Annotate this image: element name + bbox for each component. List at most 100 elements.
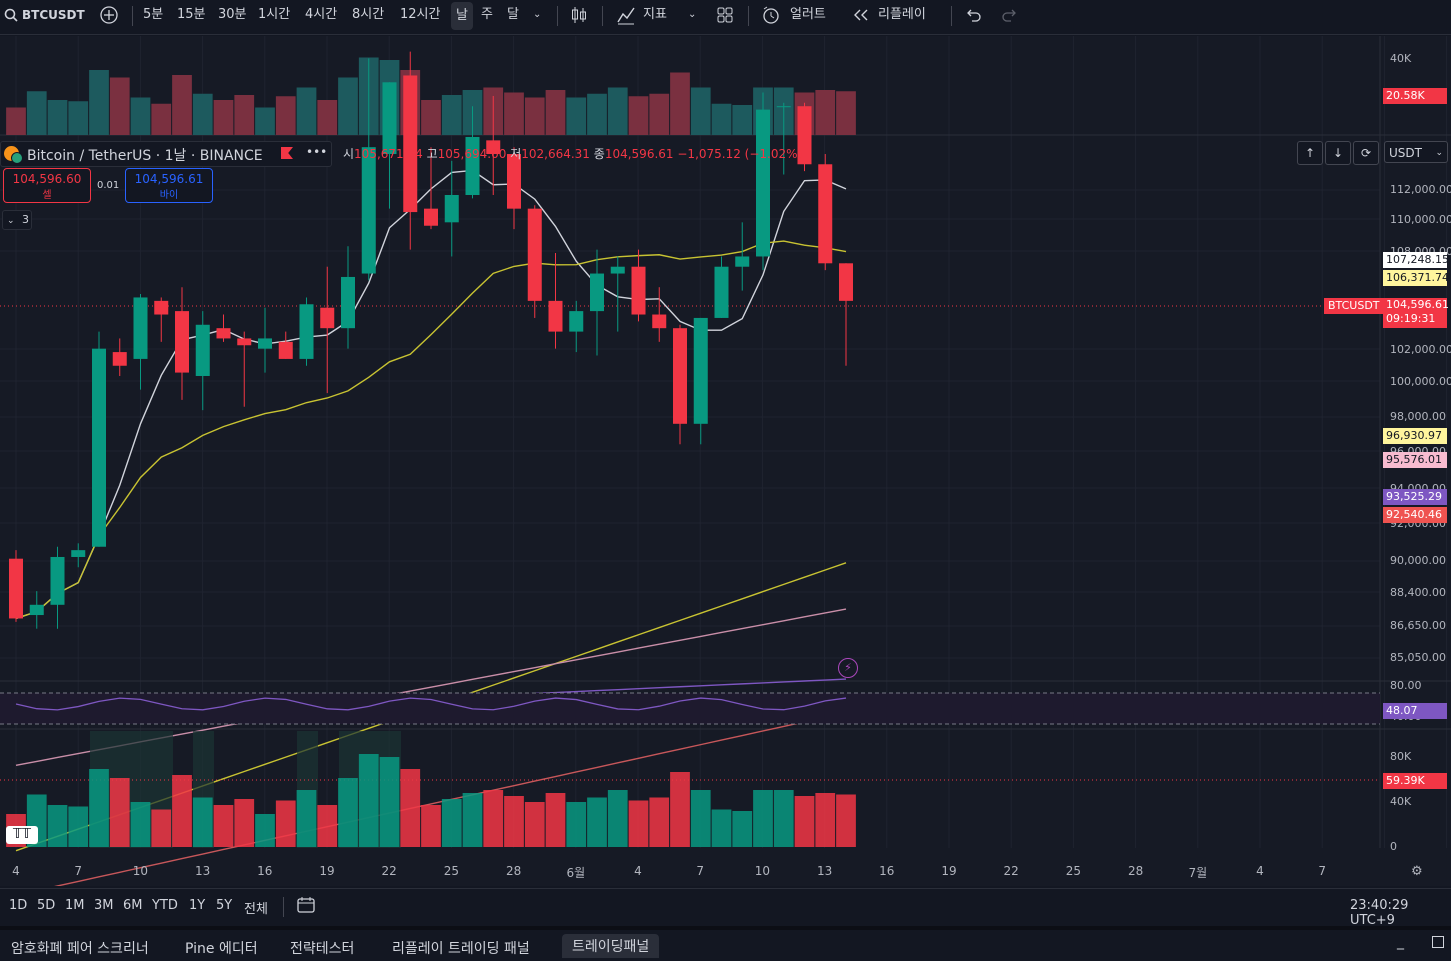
time-axis-label: 16 <box>257 864 273 878</box>
top-volume-bar <box>68 101 89 135</box>
price-axis-label: 100,000.00 <box>1390 375 1451 388</box>
top-volume-bar <box>566 97 587 135</box>
tab-strategy-tester[interactable]: 전략테스터 <box>290 941 355 957</box>
range-3m[interactable]: 3M <box>94 898 114 913</box>
layouts-grid-icon[interactable] <box>716 0 734 30</box>
range-5d[interactable]: 5D <box>37 898 56 913</box>
scroll-up-icon[interactable]: ↑ <box>1297 141 1323 165</box>
candle-type-icon[interactable] <box>570 0 588 30</box>
ma-yellow-tag: 106,371.74 <box>1383 270 1449 286</box>
candle-body <box>50 556 65 605</box>
tab-pine-editor[interactable]: Pine 에디터 <box>185 941 258 957</box>
volume-bar <box>296 790 317 847</box>
range-1m[interactable]: 1M <box>65 898 85 913</box>
tab-crypto-screener[interactable]: 암호화폐 페어 스크리너 <box>11 941 149 957</box>
redo-icon[interactable] <box>1001 0 1019 30</box>
interval-8h[interactable]: 8시간 <box>352 7 385 22</box>
replay-icon[interactable] <box>852 0 870 30</box>
interval-1d[interactable]: 날 <box>451 2 473 30</box>
currency-select[interactable]: USDT ⌄ <box>1384 141 1448 163</box>
volume-label-40k: 40K <box>1390 795 1412 808</box>
interval-chevron-down-icon[interactable]: ⌄ <box>533 9 542 20</box>
volume-bar <box>628 800 649 847</box>
range-5y[interactable]: 5Y <box>216 898 233 913</box>
time-axis-label: 7월 <box>1188 866 1208 880</box>
minimize-icon[interactable]: _ <box>1397 934 1404 950</box>
replay-button[interactable]: 리플레이 <box>878 7 926 22</box>
search-icon[interactable] <box>4 0 18 30</box>
range-bar: 1D 5D 1M 3M 6M YTD 1Y 5Y 전체 23:40:29 UTC… <box>0 888 1451 928</box>
interval-30m[interactable]: 30분 <box>218 7 247 22</box>
range-1y[interactable]: 1Y <box>189 898 206 913</box>
last-price-tag: 104,596.61 09:19:31 <box>1383 298 1449 328</box>
volume-bar <box>317 805 338 847</box>
interval-1w[interactable]: 주 <box>481 7 493 22</box>
top-volume-bar <box>649 93 670 135</box>
range-1d[interactable]: 1D <box>9 898 28 913</box>
series-legend[interactable]: Bitcoin / TetherUS · 1날 · BINANCE ••• <box>0 141 332 167</box>
top-volume-bar <box>26 91 47 135</box>
price-axis-label: 90,000.00 <box>1390 554 1446 567</box>
settings-gear-icon[interactable]: ⚙ <box>1411 864 1423 879</box>
candle-body <box>424 208 438 226</box>
scroll-down-icon[interactable]: ↓ <box>1325 141 1351 165</box>
sell-button[interactable]: 104,596.60 셀 <box>3 168 91 203</box>
interval-1M[interactable]: 달 <box>507 7 519 22</box>
volume-bar <box>836 794 856 847</box>
top-volume-bar <box>815 90 836 135</box>
indicators-icon[interactable] <box>616 0 636 30</box>
top-volume-bar <box>317 100 338 135</box>
alert-button[interactable]: 얼러트 <box>790 7 826 22</box>
date-range-calendar-icon[interactable] <box>296 895 316 919</box>
range-ytd[interactable]: YTD <box>152 898 178 913</box>
indicators-collapse-toggle[interactable]: ⌄ 3 <box>2 210 32 230</box>
top-volume-bar <box>213 100 234 135</box>
volume-bar <box>213 805 234 847</box>
alert-clock-icon[interactable] <box>761 0 781 30</box>
candle-body <box>258 338 272 349</box>
candle-body <box>382 82 397 155</box>
top-volume-bar <box>441 95 462 135</box>
tradingview-logo-icon[interactable]: 𝕋𝕋 <box>6 826 38 844</box>
range-all[interactable]: 전체 <box>244 902 268 917</box>
lightning-event-icon[interactable]: ⚡ <box>838 658 858 678</box>
volume-bar <box>130 802 151 847</box>
candle-body <box>216 328 231 339</box>
buy-button[interactable]: 104,596.61 바이 <box>125 168 213 203</box>
top-volume-bar <box>628 96 649 135</box>
flag-icon[interactable] <box>281 147 293 159</box>
volume-bar <box>815 793 836 847</box>
interval-1h[interactable]: 1시간 <box>258 7 291 22</box>
undo-icon[interactable] <box>964 0 982 30</box>
range-6m[interactable]: 6M <box>123 898 143 913</box>
top-volume-bar <box>545 90 566 135</box>
legend-title: Bitcoin / TetherUS · 1날 · BINANCE <box>27 148 263 164</box>
candle-body <box>839 263 853 301</box>
tab-replay-trading-panel[interactable]: 리플레이 트레이딩 패널 <box>392 941 530 957</box>
price-axis-label: 112,000.00 <box>1390 183 1451 196</box>
indicators-button[interactable]: 지표 <box>643 7 667 22</box>
templates-chevron-down-icon[interactable]: ⌄ <box>688 9 697 20</box>
clock-timezone[interactable]: 23:40:29 UTC+9 <box>1350 898 1409 928</box>
price-chart[interactable] <box>0 36 1451 886</box>
interval-5m[interactable]: 5분 <box>143 7 164 22</box>
symbol-search[interactable]: BTCUSDT <box>22 8 85 22</box>
chart-area[interactable] <box>0 36 1451 886</box>
compare-add-icon[interactable] <box>99 0 119 30</box>
reset-scale-icon[interactable]: ⟳ <box>1353 141 1379 165</box>
more-options-icon[interactable]: ••• <box>306 145 328 159</box>
candle-body <box>610 266 625 274</box>
maximize-icon[interactable] <box>1432 936 1444 948</box>
candle-body <box>548 300 563 332</box>
tab-trading-panel[interactable]: 트레이딩패널 <box>562 934 660 958</box>
interval-15m[interactable]: 15분 <box>177 7 206 22</box>
candle-body <box>175 311 189 373</box>
top-volume-bar <box>836 91 856 135</box>
time-axis-label: 7 <box>74 864 82 878</box>
interval-4h[interactable]: 4시간 <box>305 7 338 22</box>
top-toolbar: BTCUSDT 5분 15분 30분 1시간 4시간 8시간 12시간 날 주 … <box>0 0 1451 35</box>
volume-bar <box>68 806 89 847</box>
interval-12h[interactable]: 12시간 <box>400 7 441 22</box>
volume-bar <box>794 796 815 847</box>
candle-body <box>444 194 459 223</box>
